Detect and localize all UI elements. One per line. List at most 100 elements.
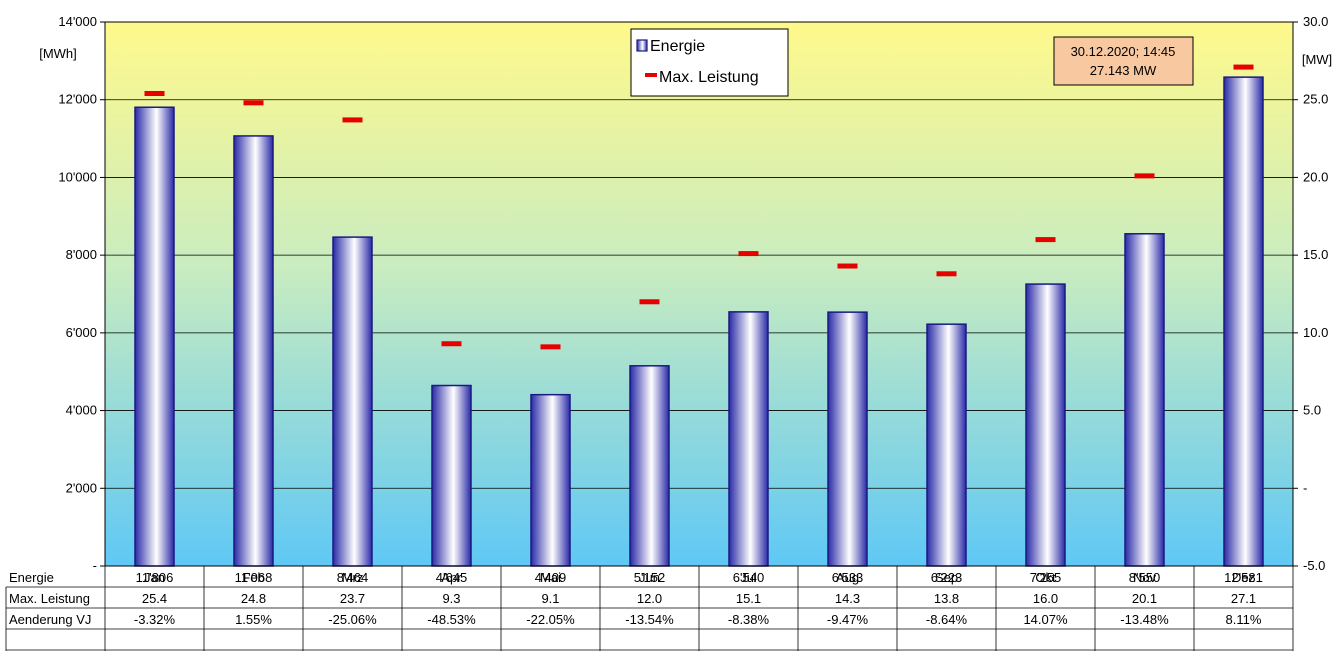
table-cell: -3.32% (134, 612, 176, 627)
month-label: Okt (1035, 570, 1056, 585)
month-label: Jan (144, 570, 165, 585)
month-label: Aug (836, 570, 859, 585)
left-tick-label: 4'000 (66, 403, 97, 418)
energy-bars (134, 76, 1264, 567)
table-cell: 23.7 (340, 591, 365, 606)
max-power-marker-jan (144, 90, 165, 96)
table-cell: 11'806 (136, 570, 174, 585)
table-cell: 20.1 (1132, 591, 1157, 606)
table-cell: 16.0 (1033, 591, 1058, 606)
month-label: Feb (242, 570, 264, 585)
table-cell: -22.05% (526, 612, 575, 627)
right-axis-unit: [MW] (1302, 52, 1332, 67)
max-power-marker-sep (936, 271, 957, 277)
plot-background (105, 22, 1293, 566)
max-power-marker-feb (243, 100, 264, 106)
table-cell: 12.0 (637, 591, 662, 606)
table-row-label: Max. Leistung (9, 591, 90, 606)
energy-bar-jun (629, 365, 670, 567)
energy-bar-mrz (332, 236, 373, 567)
table-cell: 27.1 (1231, 591, 1256, 606)
left-tick-label: 12'000 (58, 92, 97, 107)
month-label: Mrz (342, 570, 364, 585)
max-power-marker-aug (837, 263, 858, 269)
energy-bar-sep (926, 323, 967, 567)
right-tick-label: -5.0 (1303, 558, 1325, 573)
left-tick-label: 8'000 (66, 247, 97, 262)
table-cell: 13.8 (934, 591, 959, 606)
table-cell: 7'255 (1030, 570, 1061, 585)
max-power-marker-jun (639, 299, 660, 305)
table-cell: -25.06% (328, 612, 377, 627)
left-tick-label: 6'000 (66, 325, 97, 340)
table-cell: 1.55% (235, 612, 272, 627)
table-cell: 6'533 (832, 570, 863, 585)
left-tick-label: 2'000 (66, 480, 97, 495)
energy-bar-okt (1025, 283, 1066, 567)
table-cell: 8.11% (1226, 612, 1262, 627)
table-cell: 5'152 (634, 570, 665, 585)
table-cell: 8'464 (337, 570, 368, 585)
table-cell: -48.53% (427, 612, 476, 627)
legend-max-leistung-label: Max. Leistung (659, 69, 759, 86)
right-axis: -5.0-5.010.015.020.025.030.0 (1293, 14, 1328, 573)
energy-bar-nov (1124, 233, 1165, 567)
energy-bar-jan (134, 106, 175, 567)
annotation-box (1053, 36, 1194, 86)
table-cell: -9.47% (827, 612, 869, 627)
right-tick-label: 10.0 (1303, 325, 1328, 340)
table-cell: 14.07% (1023, 612, 1068, 627)
table-cell: 6'540 (733, 570, 764, 585)
table-cell: 14.3 (835, 591, 860, 606)
legend-energie-swatch (636, 39, 648, 52)
max-power-marker-apr (441, 341, 462, 347)
table-cell: 11'068 (235, 570, 273, 585)
energy-bar-aug (827, 311, 868, 567)
month-label: Jun (639, 570, 660, 585)
table-row-label: Aenderung VJ (9, 612, 91, 627)
max-power-marker-nov (1134, 173, 1155, 179)
table-cell: 8'550 (1129, 570, 1160, 585)
month-label: Jul (740, 570, 757, 585)
left-tick-label: 10'000 (58, 169, 97, 184)
right-tick-label: 5.0 (1303, 403, 1321, 418)
table-cell: 6'223 (931, 570, 962, 585)
legend-energie-label: Energie (650, 38, 705, 55)
table-cell: 15.1 (736, 591, 761, 606)
table-row-label: Energie (9, 570, 54, 585)
energy-bar-dez (1223, 76, 1264, 567)
month-label: Mai (540, 570, 561, 585)
table-cell: -8.64% (926, 612, 968, 627)
left-axis-unit: [MWh] (39, 46, 77, 61)
max-power-markers (144, 64, 1254, 350)
left-axis: - 2'000 4'000 6'000 8'000 10'000 12'000 14'000 (58, 14, 105, 573)
energy-bar-mai (530, 393, 571, 567)
gridlines (105, 99, 1293, 489)
legend: Energie Max. Leistung (630, 28, 789, 97)
table-cell: 9.1 (541, 591, 559, 606)
right-tick-label: 15.0 (1303, 247, 1328, 262)
annotation-datetime: 30.12.2020; 14:45 (1071, 44, 1176, 59)
max-power-marker-okt (1035, 237, 1056, 243)
table-cell: 9.3 (442, 591, 460, 606)
table-cell: 24.8 (241, 591, 266, 606)
table-cell: 4'409 (535, 570, 566, 585)
month-label: Nov (1133, 570, 1157, 585)
right-tick-label: 20.0 (1303, 169, 1328, 184)
legend-max-leistung-swatch (645, 73, 657, 77)
energy-bar-jul (728, 311, 769, 567)
right-tick-label: 30.0 (1303, 14, 1328, 29)
energy-bar-apr (431, 384, 472, 567)
table-cell: -13.48% (1120, 612, 1169, 627)
right-tick-label: - (1303, 480, 1307, 495)
data-table: Jan Feb Mrz Apr Mai Jun Jul Aug Sep Okt Nov Dez Ener… (5, 566, 1294, 651)
month-label: Dez (1232, 570, 1255, 585)
table-cell: -8.38% (728, 612, 770, 627)
table-cell: 12'581 (1224, 570, 1263, 585)
left-tick-label: 14'000 (58, 14, 97, 29)
peak-annotation: 30.12.2020; 14:45 27.143 MW (1053, 36, 1194, 86)
annotation-value: 27.143 MW (1090, 63, 1157, 78)
month-label: Sep (935, 570, 958, 585)
max-power-marker-mrz (342, 117, 363, 123)
